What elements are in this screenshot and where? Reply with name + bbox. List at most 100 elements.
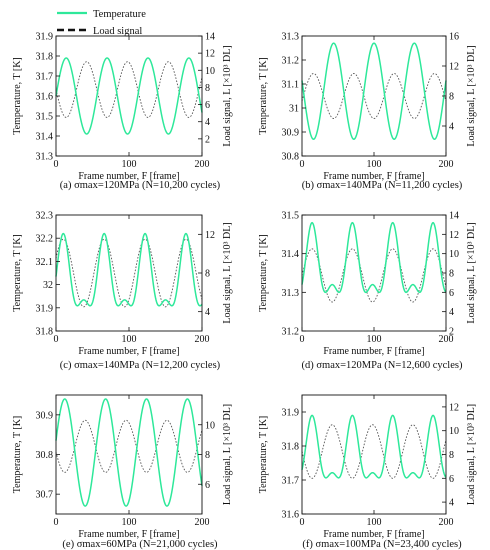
x-tick-label: 200 (195, 517, 210, 528)
y-left-tick-label: 31.3 (282, 288, 300, 299)
panel-d: 0 100 200 31.2 31.3 31.4 31.5 2 4 6 8 10 12 14 Frame n… (258, 211, 477, 372)
y-right-tick-label: 4 (449, 122, 454, 133)
legend-temperature-label: Temperature (93, 9, 146, 20)
x-axis-label: Frame number, F [frame] (78, 529, 179, 540)
panel-b: 0 100 200 30.8 30.9 31 31.1 31.2 31.3 4 8 12 16 Frame… (258, 32, 477, 192)
y-left-tick-label: 32 (43, 280, 53, 291)
y-left-axis-label: Temperature, T [K] (12, 234, 23, 312)
x-tick-label: 0 (300, 334, 305, 345)
y-left-tick-label: 31.4 (36, 132, 54, 143)
x-tick-label: 100 (367, 517, 382, 528)
x-axis-label: Frame number, F [frame] (323, 529, 424, 540)
x-tick-label: 200 (439, 159, 454, 170)
y-right-tick-label: 14 (449, 211, 459, 222)
x-tick-label: 100 (122, 517, 137, 528)
y-left-tick-label: 31.9 (282, 408, 300, 419)
y-left-tick-label: 31.2 (282, 327, 300, 338)
panels: 0 100 20031.331.431.531.631.731.831.924681… (12, 32, 477, 550)
y-right-axis-label: Load signal, L [×10³ DL] (222, 45, 233, 146)
plot-frame (55, 394, 203, 515)
y-right-tick-label: 8 (449, 92, 454, 103)
y-right-axis-label: Load signal, L [×10³ DL] (222, 404, 233, 505)
panel-a: 0 100 200 31.3 31.4 31.5 31.6 31.7 31.8 31.9 2 4 6 8 1… (12, 32, 233, 192)
x-tick-label: 200 (195, 159, 210, 170)
plot-frame (55, 214, 203, 332)
panel-caption: (d) σmax=120MPa (N=12,600 cycles) (302, 360, 463, 371)
x-tick-label: 0 (54, 334, 59, 345)
y-right-tick-label: 8 (205, 269, 210, 280)
y-left-axis-label: Temperature, T [K] (12, 416, 23, 494)
y-right-tick-label: 4 (205, 307, 210, 318)
y-left-tick-label: 31.4 (282, 249, 300, 260)
y-right-tick-label: 10 (205, 420, 215, 431)
y-left-tick-label: 32.2 (36, 234, 54, 245)
y-right-tick-label: 12 (449, 62, 459, 73)
y-right-tick-label: 10 (449, 426, 459, 437)
x-axis-label: Frame number, F [frame] (78, 171, 179, 182)
temperature-line (301, 221, 447, 294)
legend: Temperature Load signal (57, 9, 146, 37)
y-left-tick-label: 31.2 (282, 56, 300, 67)
y-right-tick-label: 6 (449, 288, 454, 299)
x-tick-label: 0 (54, 159, 59, 170)
y-left-tick-label: 31.8 (36, 52, 54, 63)
y-right-tick-label: 8 (205, 83, 210, 94)
y-right-axis-label: Load signal, L [×10³ DL] (466, 404, 477, 505)
x-tick-label: 0 (54, 517, 59, 528)
y-left-tick-label: 30.9 (282, 128, 300, 139)
panel-e: 0 100 200 30.7 30.8 30.9 6 8 10 Frame number, F [… (12, 394, 233, 550)
x-tick-label: 100 (122, 334, 137, 345)
y-left-tick-label: 31.6 (36, 92, 54, 103)
y-right-tick-label: 2 (205, 134, 210, 145)
panel-caption: (c) σmax=140MPa (N=12,200 cycles) (60, 360, 221, 371)
plot-frame (301, 394, 447, 515)
y-right-tick-label: 10 (205, 66, 215, 77)
y-left-tick-label: 31.9 (36, 303, 54, 314)
y-left-tick-label: 32.1 (36, 257, 54, 268)
y-right-tick-label: 6 (449, 474, 454, 485)
x-axis-label: Frame number, F [frame] (323, 171, 424, 182)
y-left-tick-label: 31.8 (36, 327, 54, 338)
y-right-tick-label: 6 (205, 100, 210, 111)
x-tick-label: 100 (122, 159, 137, 170)
y-right-tick-label: 4 (205, 117, 210, 128)
y-left-tick-label: 30.9 (36, 410, 54, 421)
x-axis-label: Frame number, F [frame] (323, 346, 424, 357)
y-right-tick-label: 4 (449, 307, 454, 318)
x-tick-label: 200 (439, 517, 454, 528)
y-left-axis-label: Temperature, T [K] (12, 57, 23, 135)
panel-c: 0 100 200 31.8 31.9 32 32.1 32.2 32.3 4 8 12 Frame n… (12, 211, 233, 372)
y-right-axis-label: Load signal, L [×10³ DL] (466, 222, 477, 323)
x-tick-label: 0 (300, 517, 305, 528)
y-right-tick-label: 12 (449, 402, 459, 413)
y-right-axis-label: Load signal, L [×10³ DL] (466, 45, 477, 146)
y-left-axis-label: Temperature, T [K] (258, 234, 269, 312)
y-right-tick-label: 6 (205, 480, 210, 491)
y-left-tick-label: 30.7 (36, 490, 54, 501)
x-tick-label: 100 (367, 334, 382, 345)
panel-caption: (a) σmax=120MPa (N=10,200 cycles) (60, 180, 221, 191)
y-right-tick-label: 12 (205, 230, 215, 241)
y-right-tick-label: 10 (449, 249, 459, 260)
panel-caption: (b) σmax=140MPa (N=11,200 cycles) (302, 180, 463, 191)
legend-load-label: Load signal (93, 26, 142, 37)
y-left-tick-label: 31 (289, 104, 299, 115)
y-left-tick-label: 31.5 (36, 112, 54, 123)
y-left-tick-label: 31.3 (36, 152, 54, 163)
y-right-tick-label: 12 (449, 230, 459, 241)
x-axis-label: Frame number, F [frame] (78, 346, 179, 357)
y-left-tick-label: 30.8 (282, 152, 300, 163)
y-left-axis-label: Temperature, T [K] (258, 57, 269, 135)
y-right-axis-label: Load signal, L [×10³ DL] (222, 222, 233, 323)
y-left-axis-label: Temperature, T [K] (258, 416, 269, 494)
plot-frame (55, 35, 203, 157)
y-right-tick-label: 14 (205, 32, 215, 43)
y-right-tick-label: 2 (449, 327, 454, 338)
y-left-tick-label: 31.5 (282, 211, 300, 222)
y-left-tick-label: 30.8 (36, 450, 54, 461)
x-tick-label: 100 (367, 159, 382, 170)
y-left-tick-label: 31.8 (282, 442, 300, 453)
load-signal-line (301, 73, 447, 119)
y-left-tick-label: 32.3 (36, 211, 54, 222)
